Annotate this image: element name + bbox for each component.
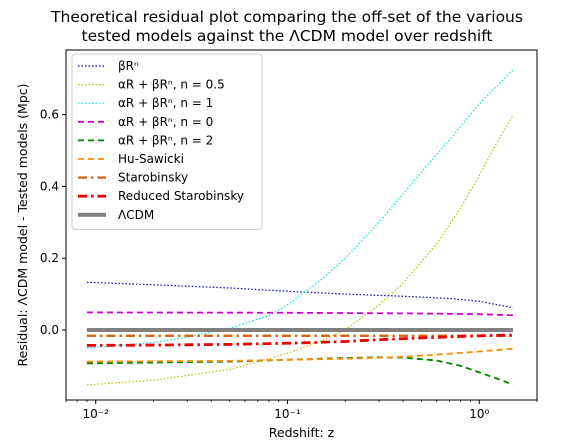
y-tick-label: 0.4 [40, 179, 59, 193]
legend-label-3: αR + βRⁿ, n = 1 [118, 96, 213, 110]
legend-label-5: αR + βRⁿ, n = 2 [118, 133, 213, 147]
x-tick-label: 10⁻¹ [274, 407, 301, 421]
y-tick-label: 0.0 [40, 323, 59, 337]
legend-label-7: Starobinsky [118, 171, 188, 185]
series-line-2 [86, 115, 514, 386]
series-line-1 [86, 281, 514, 309]
y-axis-label: Residual: ΛCDM model - Tested models (Mp… [15, 84, 30, 367]
axes: 0.0 0.2 0.4 0.6 10⁻² 10⁻¹ 10⁰ Redshift: z Residu… [15, 49, 538, 440]
series-line-3 [86, 69, 514, 349]
series-line-4 [86, 311, 514, 317]
plot-area [86, 69, 514, 386]
series-line-8 [86, 333, 514, 347]
plot-frame [65, 49, 538, 401]
x-axis-label: Redshift: z [269, 425, 335, 440]
legend-label-4: αR + βRⁿ, n = 0 [118, 115, 213, 129]
legend-box [71, 53, 263, 230]
y-tick-label: 0.2 [40, 251, 59, 265]
y-tick-label: 0.6 [40, 108, 59, 122]
x-tick-label: 10⁻² [82, 407, 109, 421]
chart-title-line-2: tested models against the ΛCDM model ove… [81, 27, 493, 45]
series-line-6 [86, 347, 514, 363]
legend-label-2: αR + βRⁿ, n = 0.5 [118, 78, 225, 92]
x-tick-label: 10⁰ [469, 407, 489, 421]
legend-label-6: Hu-Sawicki [118, 152, 184, 166]
chart-title: Theoretical residual plot comparing the … [0, 8, 574, 46]
legend-label-9: ΛCDM [118, 208, 154, 222]
legend: βRⁿ αR + βRⁿ, n = 0.5 αR + βRⁿ, n = 1 αR + … [71, 53, 263, 230]
legend-label-8: Reduced Starobinsky [118, 189, 244, 203]
legend-label-1: βRⁿ [118, 59, 139, 73]
chart-title-line-1: Theoretical residual plot comparing the … [51, 8, 523, 26]
